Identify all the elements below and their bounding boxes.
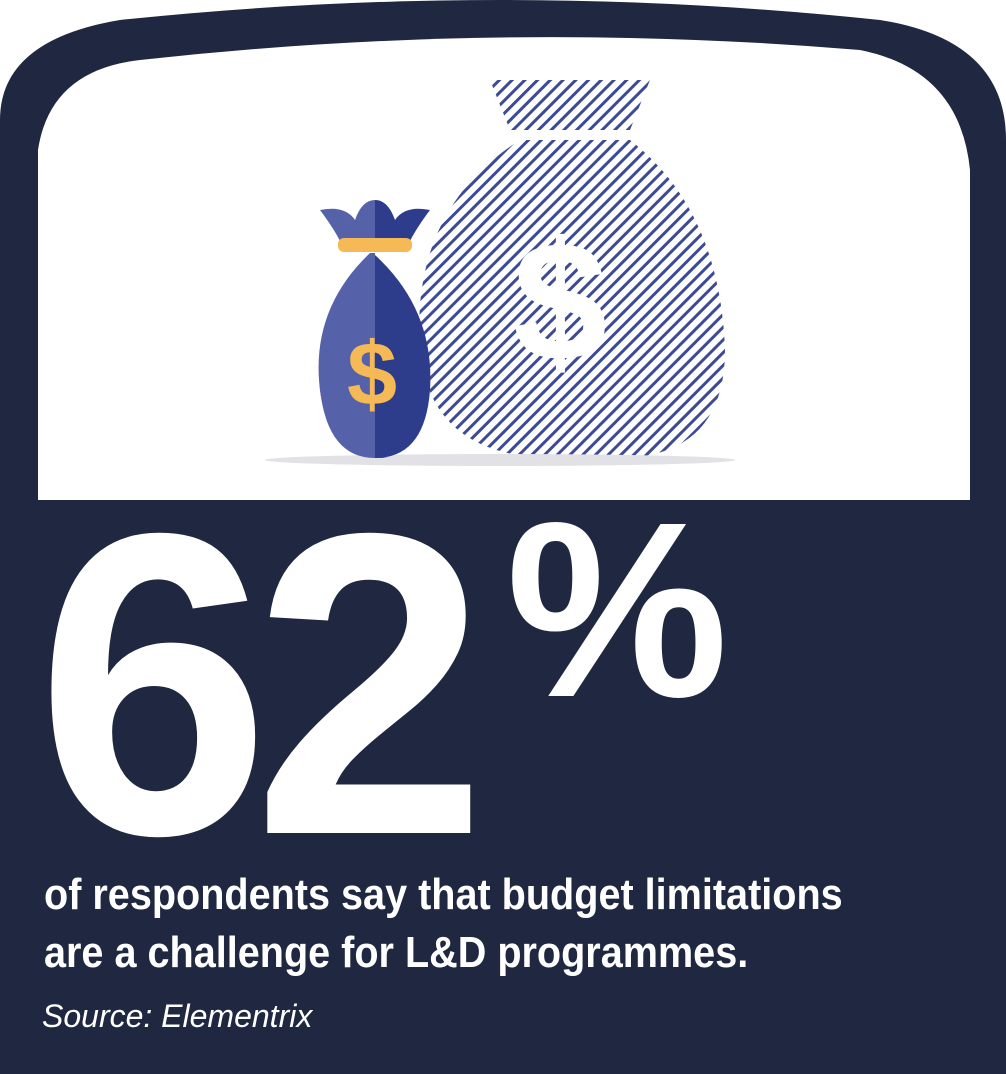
statistic: 62 % [36, 445, 728, 925]
source-credit: Source: Elementrix [42, 998, 313, 1034]
stat-percent-sign: % [506, 470, 729, 749]
stat-number: 62 [36, 445, 487, 925]
stat-caption: of respondents say that budget limitatio… [44, 870, 843, 977]
money-bag-outline-icon [419, 80, 725, 458]
svg-text:$: $ [347, 325, 397, 425]
money-bags-illustration: $ $ [265, 80, 735, 466]
money-bag-icon: $ [318, 200, 431, 458]
